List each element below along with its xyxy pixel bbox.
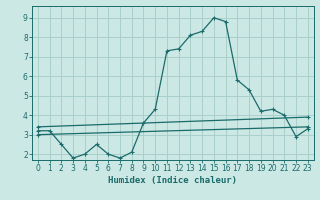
X-axis label: Humidex (Indice chaleur): Humidex (Indice chaleur) bbox=[108, 176, 237, 185]
